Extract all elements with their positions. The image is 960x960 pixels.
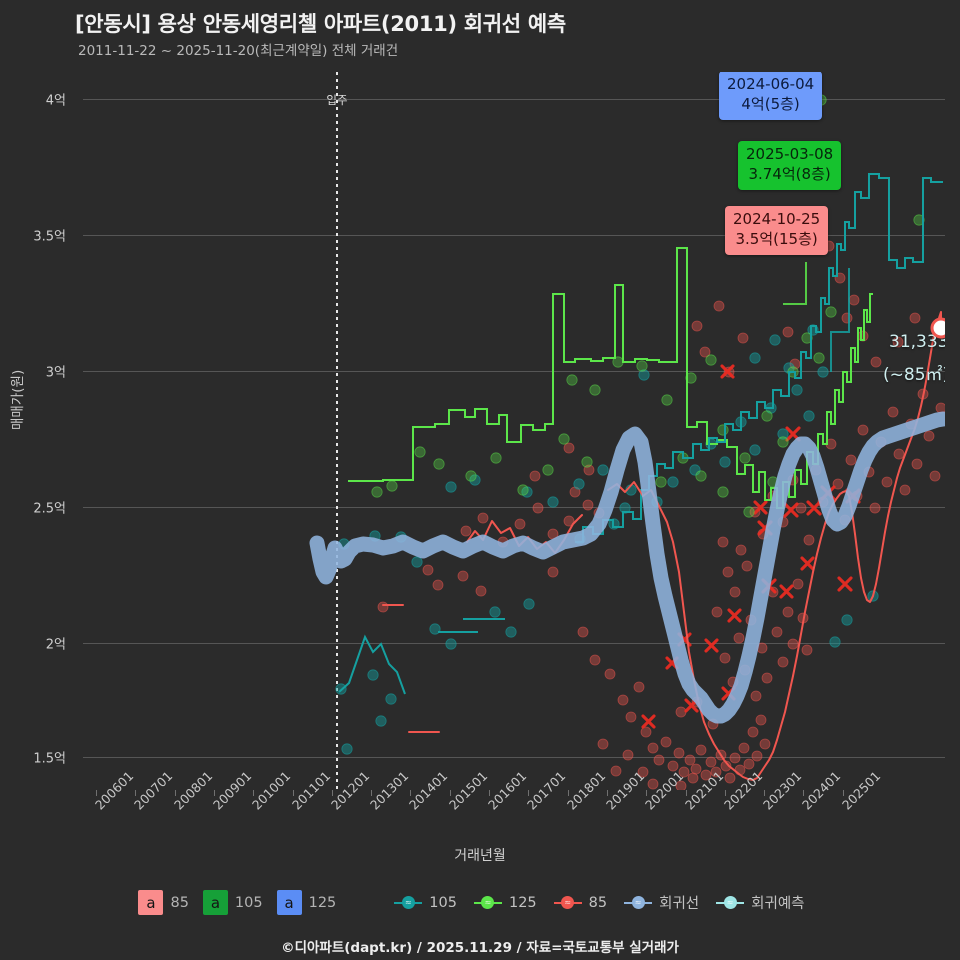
footer-credit: ©디아파트(dapt.kr) / 2025.11.29 / 자료=국토교통부 실… bbox=[281, 940, 679, 956]
gridline bbox=[83, 643, 945, 644]
callout-high[interactable]: 2024-06-04 4억(5층) bbox=[719, 72, 823, 120]
x-tick-mark bbox=[567, 790, 569, 796]
callout-recent-high-date: 2025-03-08 bbox=[746, 145, 834, 163]
x-tick-mark bbox=[174, 790, 176, 796]
x-tick-mark bbox=[646, 790, 648, 796]
legend-badge-85[interactable]: a bbox=[138, 890, 164, 915]
movein-label: 입주 bbox=[326, 93, 348, 107]
x-tick-mark bbox=[449, 790, 451, 796]
y-tick-label: 2억 bbox=[45, 637, 66, 653]
series-line-125 bbox=[348, 247, 873, 509]
legend-badge-105[interactable]: a bbox=[202, 890, 228, 915]
chart-canvas bbox=[309, 94, 945, 790]
legend-marker-icon: ≈ bbox=[553, 895, 582, 911]
x-tick-mark bbox=[331, 790, 333, 796]
legend-badge-label-125: 125 bbox=[308, 894, 337, 911]
x-tick-mark bbox=[135, 790, 137, 796]
x-tick-mark bbox=[803, 790, 805, 796]
legend-area-badges: a 85 a 105 a 125 bbox=[138, 890, 350, 915]
gridline bbox=[83, 507, 945, 508]
legend-label: 85 bbox=[588, 894, 608, 911]
x-tick-mark bbox=[685, 790, 687, 796]
plot-area: 입주 2024-06-04 4억(5층) 2025-03-08 3.74억(8층… bbox=[83, 72, 945, 790]
x-tick-mark bbox=[724, 790, 726, 796]
endpoint-area: (~85㎡) bbox=[883, 365, 945, 385]
legend-label: 회귀선 bbox=[659, 896, 700, 912]
x-tick-mark bbox=[213, 790, 215, 796]
legend-series-items: ≈105 ≈125 ≈85 ≈ 회귀선 ≈ 회귀예측 bbox=[394, 892, 821, 913]
callout-mid[interactable]: 2024-10-25 3.5억(15층) bbox=[725, 206, 829, 255]
legend-marker-icon: ≈ bbox=[624, 895, 653, 911]
callout-recent-high-price: 3.74억(8층) bbox=[748, 164, 831, 183]
page-title: [안동시] 용상 안동세영리첼 아파트(2011) 회귀선 예측 bbox=[75, 12, 566, 36]
y-tick-label: 2.5억 bbox=[33, 501, 66, 517]
y-tick-label: 3.5억 bbox=[33, 229, 66, 245]
x-axis-label: 거래년월 bbox=[454, 848, 506, 864]
legend-item-회귀선[interactable]: ≈ 회귀선 bbox=[624, 892, 699, 913]
gridline bbox=[83, 99, 945, 100]
legend-badge-label-105: 105 bbox=[234, 894, 263, 911]
x-tick-mark bbox=[410, 790, 412, 796]
legend-item-85[interactable]: ≈85 bbox=[553, 894, 608, 911]
y-tick-label: 3억 bbox=[45, 365, 66, 381]
page-subtitle: 2011-11-22 ~ 2025-11-20(최근계약일) 전체 거래건 bbox=[78, 43, 399, 59]
scatter-85 bbox=[377, 240, 945, 790]
legend-label: 회귀예측 bbox=[751, 896, 805, 912]
legend-marker-icon: ≈ bbox=[473, 895, 502, 911]
legend-item-125[interactable]: ≈125 bbox=[473, 894, 537, 911]
legend-badge-label-85: 85 bbox=[170, 894, 189, 911]
x-tick-mark bbox=[371, 790, 373, 796]
legend-item-105[interactable]: ≈105 bbox=[394, 895, 457, 911]
x-tick-mark bbox=[292, 790, 294, 796]
callout-mid-date: 2024-10-25 bbox=[733, 210, 821, 228]
x-tick-mark bbox=[764, 790, 766, 796]
legend-marker-icon: ≈ bbox=[394, 895, 423, 911]
callout-high-price: 4억(5층) bbox=[741, 94, 800, 113]
x-tick-mark bbox=[489, 790, 490, 796]
x-tick-mark bbox=[842, 790, 844, 796]
endpoint-marker[interactable] bbox=[930, 317, 945, 339]
gridline bbox=[83, 371, 945, 372]
x-tick-mark bbox=[96, 790, 97, 796]
movein-marker-line bbox=[336, 72, 338, 790]
legend-badge-125[interactable]: a bbox=[276, 890, 302, 915]
y-tick-label: 1.5억 bbox=[33, 751, 66, 767]
legend: a 85 a 105 a 125 ≈105 ≈125 ≈85 ≈ 회귀선 ≈ 회귀예측 bbox=[0, 890, 960, 915]
gridline bbox=[83, 235, 945, 236]
series-regression-band bbox=[309, 411, 945, 724]
x-tick-mark bbox=[528, 790, 530, 796]
scatter-105 bbox=[335, 324, 879, 755]
callout-mid-price: 3.5억(15층) bbox=[735, 229, 818, 248]
legend-marker-icon: ≈ bbox=[716, 895, 745, 911]
callout-high-date: 2024-06-04 bbox=[727, 75, 815, 93]
legend-item-회귀예측[interactable]: ≈ 회귀예측 bbox=[716, 892, 805, 913]
scatter-125 bbox=[371, 94, 925, 518]
callout-leaders bbox=[783, 262, 850, 372]
legend-label: 125 bbox=[508, 894, 537, 911]
x-tick-mark bbox=[253, 790, 255, 796]
legend-label: 105 bbox=[429, 894, 457, 911]
y-tick-label: 4억 bbox=[45, 93, 66, 109]
gridline bbox=[83, 757, 945, 758]
callout-recent-high[interactable]: 2025-03-08 3.74억(8층) bbox=[738, 141, 842, 190]
x-tick-mark bbox=[606, 790, 608, 796]
endpoint-value: 31,333 bbox=[889, 332, 945, 352]
